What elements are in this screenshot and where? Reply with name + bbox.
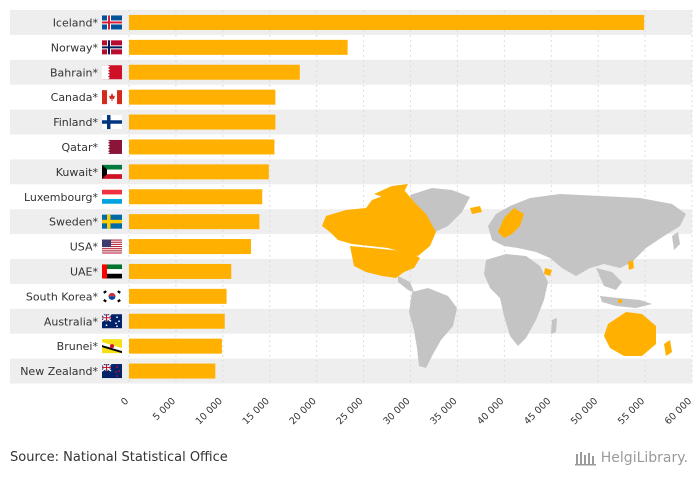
x-tick-label: 55 000 xyxy=(616,396,647,427)
uae-flag-icon xyxy=(102,264,122,279)
map-scandinavia xyxy=(498,208,524,238)
bar xyxy=(129,214,260,230)
x-tick-label: 10 000 xyxy=(194,396,225,427)
south-korea-flag-icon xyxy=(102,289,122,304)
bar xyxy=(129,14,645,30)
row-band xyxy=(10,159,692,185)
x-tick-label: 50 000 xyxy=(569,396,600,427)
bar xyxy=(129,239,251,255)
x-tick-label: 35 000 xyxy=(428,396,459,427)
map-new-zealand xyxy=(664,340,672,356)
row-band xyxy=(10,109,692,135)
bar xyxy=(129,288,227,304)
category-label: Qatar* xyxy=(62,141,99,154)
category-label: Brunei* xyxy=(57,340,99,353)
map-japan xyxy=(672,232,680,250)
bar xyxy=(129,338,222,354)
map-eurasia xyxy=(488,194,686,276)
category-label: Sweden* xyxy=(49,216,98,229)
x-tick-label: 60 000 xyxy=(663,396,694,427)
map-uae-region xyxy=(544,268,552,276)
sweden-flag-icon xyxy=(102,214,122,229)
map-madagascar xyxy=(551,318,557,334)
map-canada xyxy=(326,190,436,256)
category-label: Norway* xyxy=(51,41,99,54)
x-tick-label: 0 xyxy=(119,396,131,408)
bar xyxy=(129,263,232,279)
world-map xyxy=(322,184,686,368)
row-band xyxy=(10,358,692,384)
map-usa xyxy=(350,246,420,278)
kuwait-flag-icon xyxy=(102,164,122,179)
map-alaska xyxy=(322,214,340,232)
brand-name: HelgiLibrary. xyxy=(600,450,688,466)
category-label: Australia* xyxy=(44,315,99,328)
map-iceland xyxy=(470,206,482,214)
bar xyxy=(129,114,276,130)
category-label: Kuwait* xyxy=(56,166,99,179)
iceland-flag-icon xyxy=(102,15,122,30)
map-central-america xyxy=(398,276,414,292)
bar-chart: Iceland* Norway* Bahrain* Canada* Finland* Qa… xyxy=(10,10,694,427)
new-zealand-flag-icon xyxy=(101,363,122,379)
category-label: Finland* xyxy=(53,116,98,129)
qatar-flag-icon xyxy=(102,139,122,154)
category-label: Canada* xyxy=(51,91,99,104)
x-tick-label: 40 000 xyxy=(475,396,506,427)
source-note: Source: National Statistical Office xyxy=(10,450,228,465)
map-indonesia xyxy=(600,296,652,308)
finland-flag-icon xyxy=(102,115,122,130)
category-label: USA* xyxy=(70,241,99,254)
library-icon xyxy=(574,452,596,466)
bar xyxy=(129,189,263,205)
map-australia xyxy=(604,312,656,356)
bar xyxy=(129,89,276,105)
bars xyxy=(129,14,645,379)
bahrain-flag-icon xyxy=(102,65,122,80)
category-label: New Zealand* xyxy=(20,365,98,378)
bar xyxy=(129,164,269,180)
row-band xyxy=(10,59,692,85)
map-korea xyxy=(628,260,634,270)
category-label: Iceland* xyxy=(53,16,99,29)
brand-logo: HelgiLibrary. xyxy=(574,450,688,466)
x-tick-label: 30 000 xyxy=(381,396,412,427)
usa-flag-icon xyxy=(102,239,122,254)
category-label: Luxembourg* xyxy=(24,191,99,204)
australia-flag-icon xyxy=(101,313,122,329)
map-south-america xyxy=(409,288,457,368)
map-brunei xyxy=(618,299,622,303)
x-tick-label: 25 000 xyxy=(334,396,365,427)
norway-flag-icon xyxy=(102,40,122,55)
bar xyxy=(129,139,275,155)
x-axis-ticks: 0 5 000 10 000 15 000 20 000 25 000 30 000 35 0… xyxy=(119,396,694,427)
x-tick-label: 15 000 xyxy=(241,396,272,427)
row-band xyxy=(10,308,692,334)
bar xyxy=(129,64,300,80)
x-tick-label: 45 000 xyxy=(522,396,553,427)
canada-flag-icon xyxy=(102,90,122,105)
x-tick-label: 20 000 xyxy=(287,396,318,427)
category-label: UAE* xyxy=(70,265,99,278)
category-label: South Korea* xyxy=(26,290,99,303)
category-label: Bahrain* xyxy=(50,66,99,79)
brunei-flag-icon xyxy=(102,339,122,354)
country-flags xyxy=(101,15,122,379)
bar xyxy=(129,313,225,329)
luxembourg-flag-icon xyxy=(102,189,122,204)
category-labels: Iceland* Norway* Bahrain* Canada* Finland* Qa… xyxy=(20,16,98,378)
map-southeast-asia xyxy=(596,268,622,290)
bar xyxy=(129,363,216,379)
map-africa xyxy=(484,254,548,346)
bar xyxy=(129,39,348,55)
map-canadian-arctic xyxy=(374,184,408,198)
x-tick-label: 5 000 xyxy=(151,396,178,423)
